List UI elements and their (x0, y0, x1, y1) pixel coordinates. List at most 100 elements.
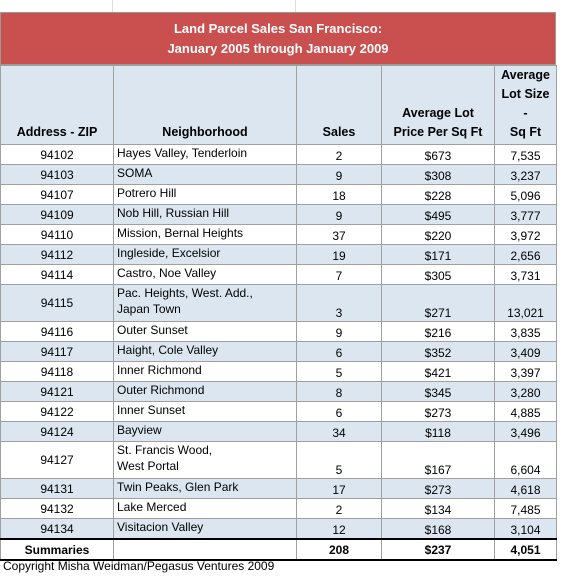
data-row: 94124 Bayview 34 $118 3,496 (0, 421, 557, 442)
table-cell: 94107 (0, 184, 114, 205)
table-cell: 94116 (0, 321, 114, 342)
table-cell: 6,604 (494, 441, 557, 479)
table-cell: $308 (381, 164, 495, 185)
table-cell: Ingleside, Excelsior (113, 244, 297, 265)
table-cell: $305 (381, 264, 495, 285)
table-cell: 7,485 (494, 498, 557, 519)
table-cell: 17 (296, 478, 382, 499)
table-cell: 208 (296, 538, 382, 561)
table-cell: 94110 (0, 224, 114, 245)
table-cell: Potrero Hill (113, 184, 297, 205)
table-cell: 94127 (0, 441, 114, 479)
table-cell: $421 (381, 361, 495, 382)
table-cell: 3 (296, 284, 382, 322)
table-cell: 34 (296, 421, 382, 442)
data-row: 94118 Inner Richmond 5 $421 3,397 (0, 361, 557, 382)
table-cell: 2 (296, 498, 382, 519)
table-cell: $167 (381, 441, 495, 479)
table-cell: 94112 (0, 244, 114, 265)
table-cell: 19 (296, 244, 382, 265)
table-cell (113, 538, 297, 561)
table-cell: 3,237 (494, 164, 557, 185)
table-cell: 3,777 (494, 204, 557, 225)
table-cell: $118 (381, 421, 495, 442)
copyright: Copyright Misha Weidman/Pegasus Ventures… (3, 559, 275, 573)
table-cell: 12 (296, 518, 382, 540)
table-cell: 6 (296, 341, 382, 362)
table-cell: 4,618 (494, 478, 557, 499)
table-cell: 94124 (0, 421, 114, 442)
column-header: Sales (296, 65, 382, 145)
table-cell: Visitacion Valley (113, 518, 297, 540)
data-row: 94131 Twin Peaks, Glen Park 17 $273 4,618 (0, 478, 557, 499)
table-cell: Summaries (0, 538, 114, 561)
table-cell: $345 (381, 381, 495, 402)
data-row: 94102 Hayes Valley, Tenderloin 2 $673 7,535 (0, 144, 557, 165)
table-cell: 3,496 (494, 421, 557, 442)
column-header: Average Lot Size - Sq Ft (494, 65, 557, 145)
header-row: Address - ZIP Neighborhood Sales Average Lo… (0, 65, 557, 145)
table-cell: 3,280 (494, 381, 557, 402)
table-cell: $220 (381, 224, 495, 245)
table-cell: 5 (296, 441, 382, 479)
table-cell: 4,885 (494, 401, 557, 422)
column-header: Neighborhood (113, 65, 297, 145)
title-line: Land Parcel Sales San Francisco: (173, 21, 383, 36)
data-row: 94115 Pac. Heights, West. Add., Japan Tow… (0, 284, 557, 322)
data-row: 94122 Inner Sunset 6 $273 4,885 (0, 401, 557, 422)
table-cell: $237 (381, 538, 495, 561)
table-cell: Lake Merced (113, 498, 297, 519)
table-cell: 3,104 (494, 518, 557, 540)
data-row: 94117 Haight, Cole Valley 6 $352 3,409 (0, 341, 557, 362)
table-cell: $273 (381, 401, 495, 422)
table-cell: 3,731 (494, 264, 557, 285)
table-cell: 94122 (0, 401, 114, 422)
table-cell: 94132 (0, 498, 114, 519)
table-cell: 4,051 (494, 538, 557, 561)
table-cell: 9 (296, 164, 382, 185)
table-cell: 37 (296, 224, 382, 245)
table-cell: $271 (381, 284, 495, 322)
column-header: Address - ZIP (0, 65, 114, 145)
table-cell: $352 (381, 341, 495, 362)
table-cell: 3,972 (494, 224, 557, 245)
table-cell: Castro, Noe Valley (113, 264, 297, 285)
table-cell: $228 (381, 184, 495, 205)
table-cell: $673 (381, 144, 495, 165)
table-cell: $216 (381, 321, 495, 342)
data-row: 94116 Outer Sunset 9 $216 3,835 (0, 321, 557, 342)
data-row: 94127 St. Francis Wood, West Portal 5 $167 6… (0, 441, 557, 479)
data-row: 94114 Castro, Noe Valley 7 $305 3,731 (0, 264, 557, 285)
data-row: 94109 Nob Hill, Russian Hill 9 $495 3,777 (0, 204, 557, 225)
table-cell: Inner Sunset (113, 401, 297, 422)
table-cell: $171 (381, 244, 495, 265)
table-cell: 8 (296, 381, 382, 402)
column-header: Average Lot Price Per Sq Ft (381, 65, 495, 145)
table-cell: 94121 (0, 381, 114, 402)
table-cell: 94131 (0, 478, 114, 499)
table-cell: 94103 (0, 164, 114, 185)
table-cell: Outer Sunset (113, 321, 297, 342)
table-cell: 6 (296, 401, 382, 422)
table-cell: 94134 (0, 518, 114, 540)
table-cell: Twin Peaks, Glen Park (113, 478, 297, 499)
table-cell: 2 (296, 144, 382, 165)
table-cell: 5,096 (494, 184, 557, 205)
table-cell: SOMA (113, 164, 297, 185)
table-cell: 3,409 (494, 341, 557, 362)
table-cell: St. Francis Wood, West Portal (113, 441, 297, 479)
table-cell: 94117 (0, 341, 114, 362)
data-row: 94107 Potrero Hill 18 $228 5,096 (0, 184, 557, 205)
title-banner: Land Parcel Sales San Francisco: January… (0, 12, 556, 65)
table-cell: 5 (296, 361, 382, 382)
table-cell: $495 (381, 204, 495, 225)
table-cell: 9 (296, 204, 382, 225)
data-row: 94134 Visitacion Valley 12 $168 3,104 (0, 518, 557, 540)
table-cell: Bayview (113, 421, 297, 442)
table-cell: Inner Richmond (113, 361, 297, 382)
table-cell: 94102 (0, 144, 114, 165)
table-cell: 2,656 (494, 244, 557, 265)
data-row: 94112 Ingleside, Excelsior 19 $171 2,656 (0, 244, 557, 265)
table-cell: 94118 (0, 361, 114, 382)
